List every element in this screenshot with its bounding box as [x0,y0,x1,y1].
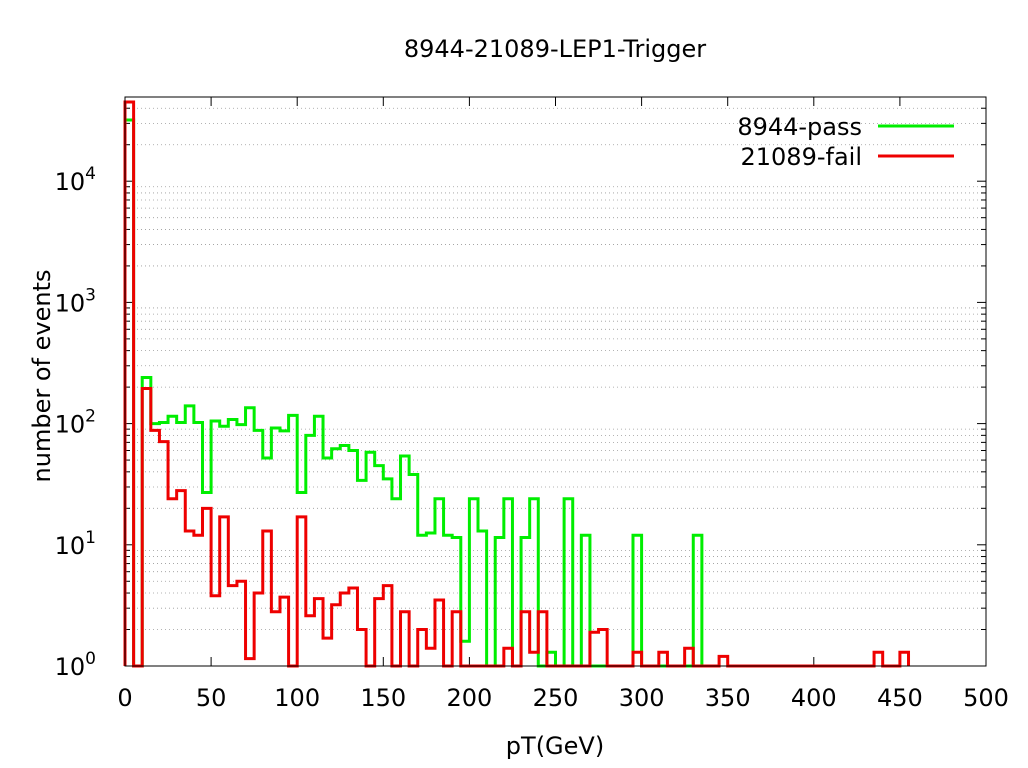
histogram-bin [151,430,160,666]
histogram-bin [306,616,315,666]
histogram-bin [271,612,280,666]
x-tick-marks [124,97,987,666]
y-tick-base: 10 [55,289,86,317]
x-tick-label: 0 [117,684,132,712]
histogram-bin [323,638,332,666]
y-tick-marks [125,107,986,667]
x-tick-label: 150 [360,684,406,712]
x-tick-label: 100 [274,684,320,712]
y-tick-label: 102 [55,407,96,439]
histogram-bin [185,531,194,666]
y-tick-exponent: 2 [85,407,96,427]
y-tick-exponent: 3 [85,285,96,305]
y-tick-exponent: 4 [85,164,96,184]
x-tick-label: 250 [533,684,579,712]
x-tick-label: 200 [446,684,492,712]
histogram-bin [211,596,220,666]
y-tick-base: 10 [55,411,86,439]
x-tick-label: 400 [791,684,837,712]
chart-title: 8944-21089-LEP1-Trigger [404,35,706,63]
y-tick-exponent: 1 [85,528,96,548]
y-axis-label: number of events [28,270,56,483]
x-tick-label: 350 [705,684,751,712]
x-tick-label: 50 [196,684,227,712]
y-tick-label: 103 [55,285,96,317]
plot-frame [124,96,987,667]
y-tick-label: 104 [55,164,96,196]
histogram-bin [194,535,203,666]
x-tick-label: 500 [963,684,1009,712]
histogram-bin [228,586,237,666]
histogram-bin [168,499,177,666]
histogram-bin [340,445,349,666]
histogram-series [123,100,911,668]
y-tick-label: 101 [55,528,96,560]
x-tick-label: 450 [877,684,923,712]
histogram-bin [151,424,160,666]
histogram-bin [349,450,358,666]
y-tick-base: 10 [55,653,86,681]
series-line [123,100,911,668]
y-tick-base: 10 [55,168,86,196]
x-axis-label: pT(GeV) [506,732,604,760]
y-tick-label: 100 [55,649,96,681]
histogram-bin [426,648,435,666]
x-tick-labels: 0 50 100 150 200 250 300 350 400 450 500 [117,684,1009,712]
x-tick-label: 300 [619,684,665,712]
legend-label: 21089-fail [741,143,863,171]
legend-label: 8944-pass [737,113,862,141]
series-21089-fail [123,100,911,668]
y-tick-base: 10 [55,532,86,560]
y-tick-exponent: 0 [85,649,96,669]
grid-lines [125,107,986,630]
